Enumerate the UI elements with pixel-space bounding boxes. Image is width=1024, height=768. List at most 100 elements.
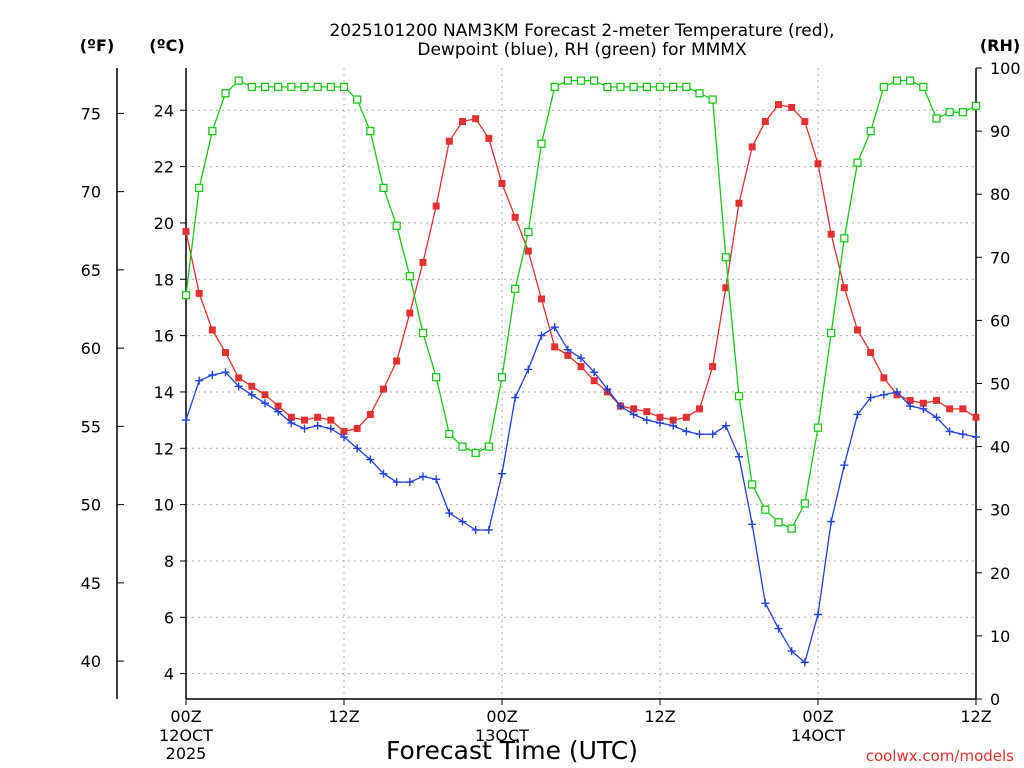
2-meter-temperature-point: [630, 405, 638, 413]
dewpoint-point: [326, 424, 335, 433]
2-meter-temperature-point: [643, 408, 651, 416]
dewpoint-point: [563, 345, 572, 354]
rh-tick-label: 20: [990, 564, 1010, 583]
rh-point: [919, 82, 928, 92]
x-tick-year-label: 2025: [166, 744, 207, 763]
celsius-tick-label: 18: [154, 270, 174, 289]
2-meter-temperature-point: [314, 413, 322, 421]
rh-point: [906, 76, 915, 85]
x-tick-label: 00Z: [486, 707, 517, 726]
dewpoint-point: [919, 404, 928, 413]
fahrenheit-tick-label: 65: [81, 261, 101, 280]
dewpoint-point: [616, 402, 625, 411]
celsius-tick-label: 8: [164, 552, 174, 571]
dewpoint-point: [814, 610, 822, 619]
2-meter-temperature-point: [814, 160, 822, 168]
2-meter-temperature-point: [933, 396, 940, 404]
fahrenheit-tick-label: 55: [81, 417, 101, 436]
dewpoint-point: [787, 647, 796, 656]
dewpoint-point: [261, 399, 269, 408]
dewpoint-point: [511, 393, 520, 402]
2-meter-temperature-point: [524, 247, 532, 255]
rh-point: [300, 82, 309, 92]
series-layer: [181, 76, 981, 667]
fahrenheit-tick-label: 50: [81, 496, 101, 515]
dewpoint-point: [695, 430, 704, 439]
x-tick-label: 00Z: [802, 707, 833, 726]
fahrenheit-tick-label: 40: [81, 652, 101, 671]
2-meter-temperature-point: [801, 118, 809, 126]
2-meter-temperature-point: [511, 213, 519, 221]
2-meter-temperature-point: [287, 413, 295, 421]
rh-point: [234, 76, 243, 85]
rh-point: [432, 373, 441, 382]
credit-link[interactable]: coolwx.com/models: [866, 747, 1014, 765]
2-meter-temperature-point: [748, 143, 756, 151]
2-meter-temperature-point: [195, 289, 203, 297]
2-meter-temperature-point: [854, 326, 861, 334]
dewpoint-point: [629, 410, 638, 419]
rh-point: [629, 82, 638, 92]
2-meter-temperature-point: [222, 349, 229, 357]
x-tick-label: 12Z: [328, 707, 359, 726]
dewpoint-point: [484, 525, 493, 534]
rh-point: [827, 328, 836, 338]
rh-point: [721, 253, 730, 262]
rh-series: [181, 76, 981, 533]
x-tick-date-label: 12OCT: [159, 726, 213, 745]
2-meter-temperature-point: [840, 284, 848, 292]
dewpoint-point: [313, 421, 322, 430]
rh-tick-label: 100: [990, 59, 1021, 78]
2-meter-temperature-point: [709, 363, 717, 371]
2-meter-temperature-point: [498, 179, 506, 187]
2-meter-temperature-point: [248, 382, 256, 390]
2-meter-temperature-point: [182, 227, 190, 235]
rh-point: [550, 82, 559, 92]
dewpoint-point: [853, 410, 862, 419]
rh-point: [353, 95, 362, 104]
2-meter-temperature-point: [301, 416, 308, 424]
rh-point: [840, 234, 849, 243]
celsius-tick-label: 22: [154, 158, 174, 177]
rh-point: [181, 291, 191, 300]
dewpoint-point: [419, 472, 427, 481]
rh-point: [932, 114, 941, 123]
2-meter-temperature-point: [577, 363, 585, 371]
dewpoint-point: [735, 452, 743, 461]
2-meter-temperature-point: [696, 405, 703, 413]
dewpoint-point: [642, 416, 651, 425]
2-meter-temperature-point: [485, 134, 493, 142]
2-meter-temperature-point: [380, 385, 387, 393]
rh-point: [458, 442, 467, 451]
dewpoint-point: [577, 354, 585, 363]
rh-point: [379, 183, 388, 193]
dewpoint-point: [445, 509, 454, 518]
rh-tick-label: 60: [990, 311, 1010, 330]
dewpoint-point: [945, 427, 954, 436]
rh-point: [366, 126, 375, 136]
celsius-tick-label: 14: [154, 383, 174, 402]
dewpoint-point: [958, 430, 967, 439]
rh-tick-label: 50: [990, 375, 1010, 394]
celsius-unit-label: (ºC): [149, 36, 184, 55]
rh-line: [185, 79, 977, 530]
2-meter-temperature-point: [432, 202, 440, 210]
2-meter-temperature-point: [867, 349, 875, 357]
dewpoint-point: [458, 517, 467, 526]
2-meter-temperature-series: [182, 101, 980, 435]
dewpoint-point: [208, 371, 217, 380]
dewpoint-point: [274, 407, 283, 416]
2-meter-temperature-point: [788, 103, 796, 111]
rh-tick-label: 0: [990, 690, 1000, 709]
2-meter-temperature-point: [445, 137, 453, 145]
2-meter-temperature-point: [722, 284, 730, 292]
dewpoint-point: [432, 475, 441, 484]
rh-point: [221, 89, 230, 98]
2-meter-temperature-point: [353, 425, 361, 433]
dewpoint-point: [669, 421, 678, 430]
x-axis-title: Forecast Time (UTC): [386, 736, 638, 765]
rh-tick-label: 10: [990, 627, 1010, 646]
dewpoint-point: [550, 323, 559, 332]
rh-tick-label: 80: [990, 185, 1010, 204]
